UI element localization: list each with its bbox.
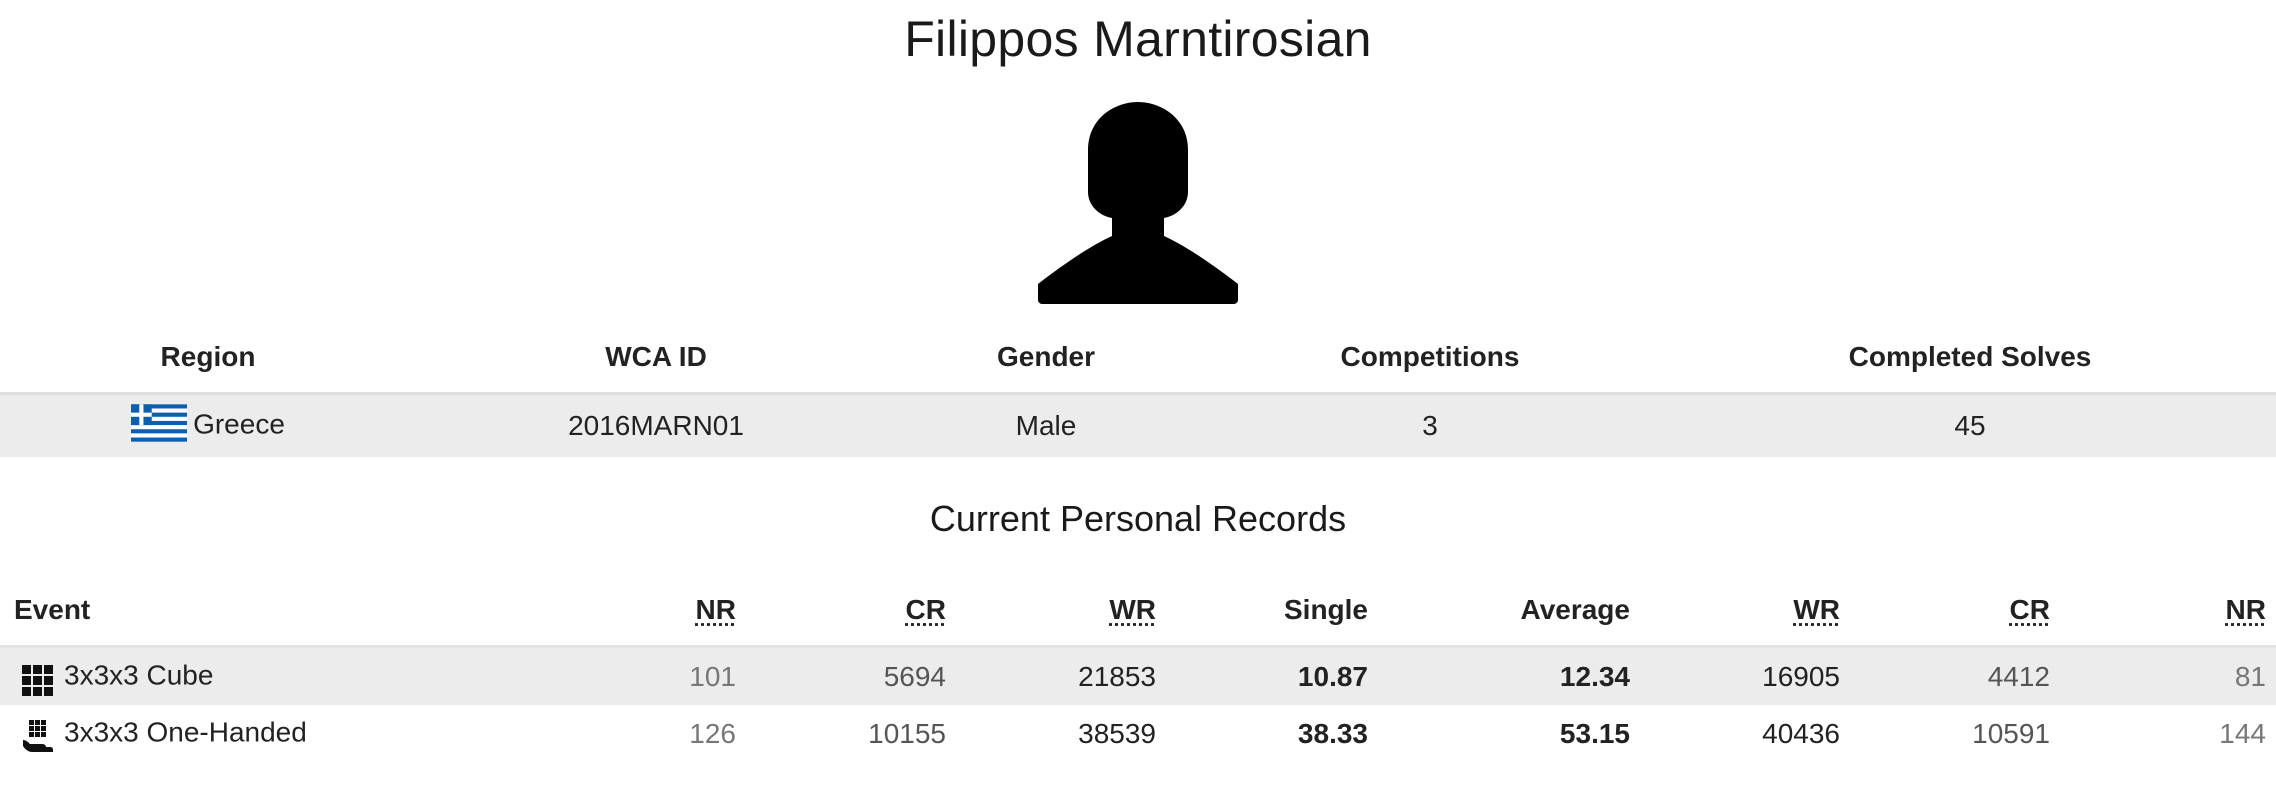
wr-average-abbr: WR <box>1793 594 1840 625</box>
event-name[interactable]: 3x3x3 Cube <box>64 658 214 690</box>
single-value[interactable]: 10.87 <box>1166 646 1378 705</box>
region-value: Greece <box>193 408 285 440</box>
wr-single-header: WR <box>956 575 1166 648</box>
average-value[interactable]: 12.34 <box>1378 646 1640 705</box>
cr-average-value: 4412 <box>1850 646 2060 705</box>
cr-single-header: CR <box>746 575 956 648</box>
event-cell[interactable]: 3x3x3 One-Handed <box>0 705 600 762</box>
gender-header: Gender <box>996 341 1096 372</box>
average-value[interactable]: 53.15 <box>1559 717 1630 749</box>
nr-single-abbr: NR <box>695 594 736 625</box>
personal-records-title: Current Personal Records <box>929 498 1347 539</box>
default-avatar-icon <box>1038 102 1238 304</box>
cr-single-abbr: CR <box>905 594 946 625</box>
event-header: Event <box>0 575 600 648</box>
nr-average-value: 144 <box>2219 717 2266 749</box>
cr-average-value: 10591 <box>1972 717 2050 749</box>
record-row-333: 3x3x3 Cube 101 5694 21853 10.87 12.34 16… <box>0 646 2276 705</box>
single-value[interactable]: 38.33 <box>1297 717 1368 749</box>
greece-flag-icon <box>131 404 188 442</box>
single-header: Single <box>1166 575 1378 648</box>
nr-average-header: NR <box>2060 575 2276 648</box>
records-header-row: Event NR CR WR Single Average WR CR NR <box>0 575 2276 648</box>
personal-records-table: Event NR CR WR Single Average WR CR NR <box>0 575 2276 762</box>
wr-average-value: 40436 <box>1762 717 1840 749</box>
event-cell[interactable]: 3x3x3 Cube <box>0 646 600 705</box>
3x3x3-one-handed-icon <box>23 719 53 752</box>
competitions-header: Competitions <box>1340 341 1520 372</box>
gender-value: Male <box>896 392 1196 457</box>
nr-single-header: NR <box>600 575 746 648</box>
cr-average-abbr: CR <box>2009 594 2050 625</box>
3x3x3-cube-icon <box>22 664 53 696</box>
event-name[interactable]: 3x3x3 One-Handed <box>64 715 307 747</box>
nr-average-abbr: NR <box>2225 594 2266 625</box>
wr-average-value: 16905 <box>1640 646 1850 705</box>
completed-solves-header: Completed Solves <box>1848 341 2092 372</box>
nr-average-value: 81 <box>2060 646 2276 705</box>
record-row-333oh: 3x3x3 One-Handed 126 10155 38539 38.33 5… <box>0 705 2276 762</box>
nr-single-value: 101 <box>600 646 746 705</box>
person-info-table: Region WCA ID Gender Competitions Comple… <box>0 322 2276 457</box>
wr-single-abbr: WR <box>1109 594 1156 625</box>
average-header: Average <box>1378 575 1640 648</box>
region-header: Region <box>160 341 256 372</box>
person-name: Filippos Marntirosian <box>904 11 1372 67</box>
wr-average-header: WR <box>1640 575 1850 648</box>
competitions-value: 3 <box>1196 392 1664 457</box>
wr-single-value: 21853 <box>956 646 1166 705</box>
cr-average-header: CR <box>1850 575 2060 648</box>
info-value-row: Greece 2016MARN01 Male 3 45 <box>0 392 2276 457</box>
wr-single-value: 38539 <box>1078 717 1156 749</box>
wca-id-value: 2016MARN01 <box>416 392 896 457</box>
nr-single-value: 126 <box>689 717 736 749</box>
wca-id-header: WCA ID <box>605 341 707 372</box>
region-cell: Greece <box>0 392 416 457</box>
completed-solves-value: 45 <box>1664 392 2276 457</box>
info-header-row: Region WCA ID Gender Competitions Comple… <box>0 322 2276 394</box>
cr-single-value: 5694 <box>746 646 956 705</box>
cr-single-value: 10155 <box>868 717 946 749</box>
